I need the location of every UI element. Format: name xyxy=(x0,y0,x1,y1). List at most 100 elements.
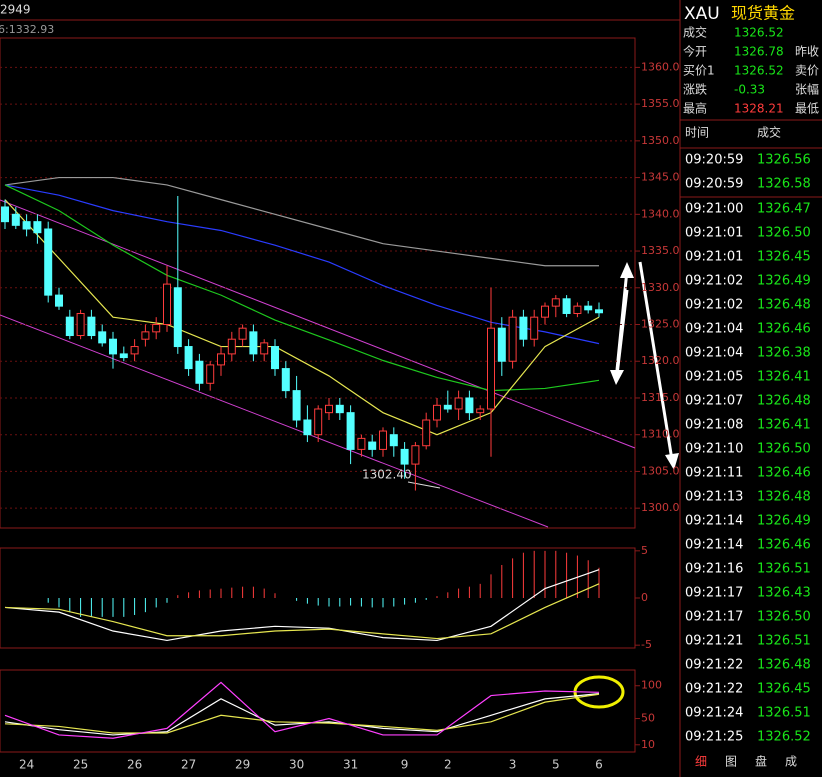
candle-body xyxy=(217,353,225,366)
candle-body xyxy=(152,324,161,333)
candle-body xyxy=(163,283,171,326)
y-tick-label: 1350.0 xyxy=(641,134,680,147)
indicator-line xyxy=(4,184,600,392)
candle-body xyxy=(11,213,20,226)
annotation-line xyxy=(407,481,441,489)
indicator-line xyxy=(4,693,600,736)
candle-body xyxy=(335,404,344,414)
candle-body xyxy=(519,316,528,340)
trade-price: 1326.46 xyxy=(757,322,811,337)
y-tick-label: 1355.0 xyxy=(641,97,680,110)
candle-body xyxy=(530,316,539,340)
candle-body xyxy=(487,327,495,410)
trade-time: 09:21:14 xyxy=(685,514,743,529)
candle-body xyxy=(573,305,582,314)
x-tick-label: 3 xyxy=(509,758,517,772)
trade-price: 1326.51 xyxy=(757,706,811,721)
candle-body xyxy=(562,298,571,314)
candle-body xyxy=(422,419,431,447)
y-tick-label: 1305.0 xyxy=(641,464,680,477)
candle-body xyxy=(346,412,355,450)
trade-time: 09:21:05 xyxy=(685,370,743,385)
candle-body xyxy=(508,316,517,362)
trade-time: 09:20:59 xyxy=(685,177,743,192)
trade-price: 1326.50 xyxy=(757,442,811,457)
trade-time: 09:21:17 xyxy=(685,586,743,601)
candle-body xyxy=(195,360,204,384)
y-tick-label: 1310.0 xyxy=(641,428,680,441)
tab[interactable]: 细 xyxy=(695,755,707,769)
trade-time: 09:21:04 xyxy=(685,322,743,337)
quote-value: 1326.52 xyxy=(734,26,784,40)
candle-body xyxy=(357,437,366,450)
tab[interactable]: 图 xyxy=(725,755,737,769)
quote-label: 最高 xyxy=(683,101,707,116)
trade-time: 09:21:02 xyxy=(685,274,743,289)
indicator-line xyxy=(4,583,600,640)
candle-body xyxy=(325,404,333,414)
trade-time: 09:21:22 xyxy=(685,658,743,673)
candle-body xyxy=(173,287,182,348)
candle-body xyxy=(33,221,42,234)
y-tick-label: -5 xyxy=(641,638,652,651)
y-tick-label: 1300.0 xyxy=(641,501,680,514)
quote-value: 1326.78 xyxy=(734,45,784,59)
candle-body xyxy=(130,346,139,355)
tab[interactable]: 成 xyxy=(785,755,797,769)
trades-header: 时间 xyxy=(685,126,709,140)
indicator-line xyxy=(4,176,599,267)
trade-time: 09:21:01 xyxy=(685,226,743,241)
candle-body xyxy=(1,206,9,223)
candle-body xyxy=(476,408,485,414)
trade-time: 09:21:02 xyxy=(685,298,743,313)
candle-body xyxy=(433,404,441,421)
trade-time: 09:21:16 xyxy=(685,562,743,577)
indicator-line xyxy=(4,569,600,642)
x-tick-label: 5 xyxy=(552,758,560,772)
candle-body xyxy=(400,448,409,465)
arrows xyxy=(610,261,679,470)
x-tick-label: 27 xyxy=(181,758,196,772)
trade-price: 1326.52 xyxy=(757,730,811,745)
trade-price: 1326.41 xyxy=(757,370,811,385)
quote-label: 今开 xyxy=(683,44,707,59)
y-tick-label: 1340.0 xyxy=(641,207,680,220)
indicator-line xyxy=(4,693,600,734)
trade-time: 09:21:10 xyxy=(685,442,743,457)
candle-body xyxy=(465,397,474,414)
indicator-line xyxy=(4,199,600,436)
symbol: XAU xyxy=(684,4,720,24)
x-tick-label: 29 xyxy=(235,758,250,772)
channel-line xyxy=(0,199,636,449)
y-tick-label: 1325.0 xyxy=(641,318,680,331)
x-tick-label: 6 xyxy=(595,758,603,772)
candle-body xyxy=(44,228,53,296)
y-tick-label: 10 xyxy=(641,738,655,751)
trade-time: 09:21:08 xyxy=(685,418,743,433)
tab[interactable]: 盘 xyxy=(755,754,767,769)
trade-time: 09:21:21 xyxy=(685,634,743,649)
candle-body xyxy=(184,346,193,370)
trade-time: 09:21:04 xyxy=(685,346,743,361)
indicator-line xyxy=(4,184,600,345)
trade-price: 1326.38 xyxy=(757,346,811,361)
quote-label: 涨跌 xyxy=(683,82,707,97)
candle-body xyxy=(98,331,107,344)
candle-body xyxy=(281,368,290,392)
code: 2949 xyxy=(0,3,31,17)
trade-price: 1326.46 xyxy=(757,538,811,553)
trade-time: 09:21:07 xyxy=(685,394,743,409)
trade-price: 1326.45 xyxy=(757,682,811,697)
trade-price: 1326.51 xyxy=(757,562,811,577)
candle-body xyxy=(541,305,549,318)
candle-body xyxy=(379,430,387,450)
y-tick-label: 1345.0 xyxy=(641,171,680,184)
trade-time: 09:21:22 xyxy=(685,682,743,697)
candle-body xyxy=(443,404,452,410)
indicator-line xyxy=(4,681,600,739)
candle-body xyxy=(87,316,96,337)
candle-body xyxy=(249,331,258,355)
candle-body xyxy=(22,221,31,230)
candle-body xyxy=(109,338,117,355)
quote-extra: 昨收 xyxy=(795,45,819,59)
